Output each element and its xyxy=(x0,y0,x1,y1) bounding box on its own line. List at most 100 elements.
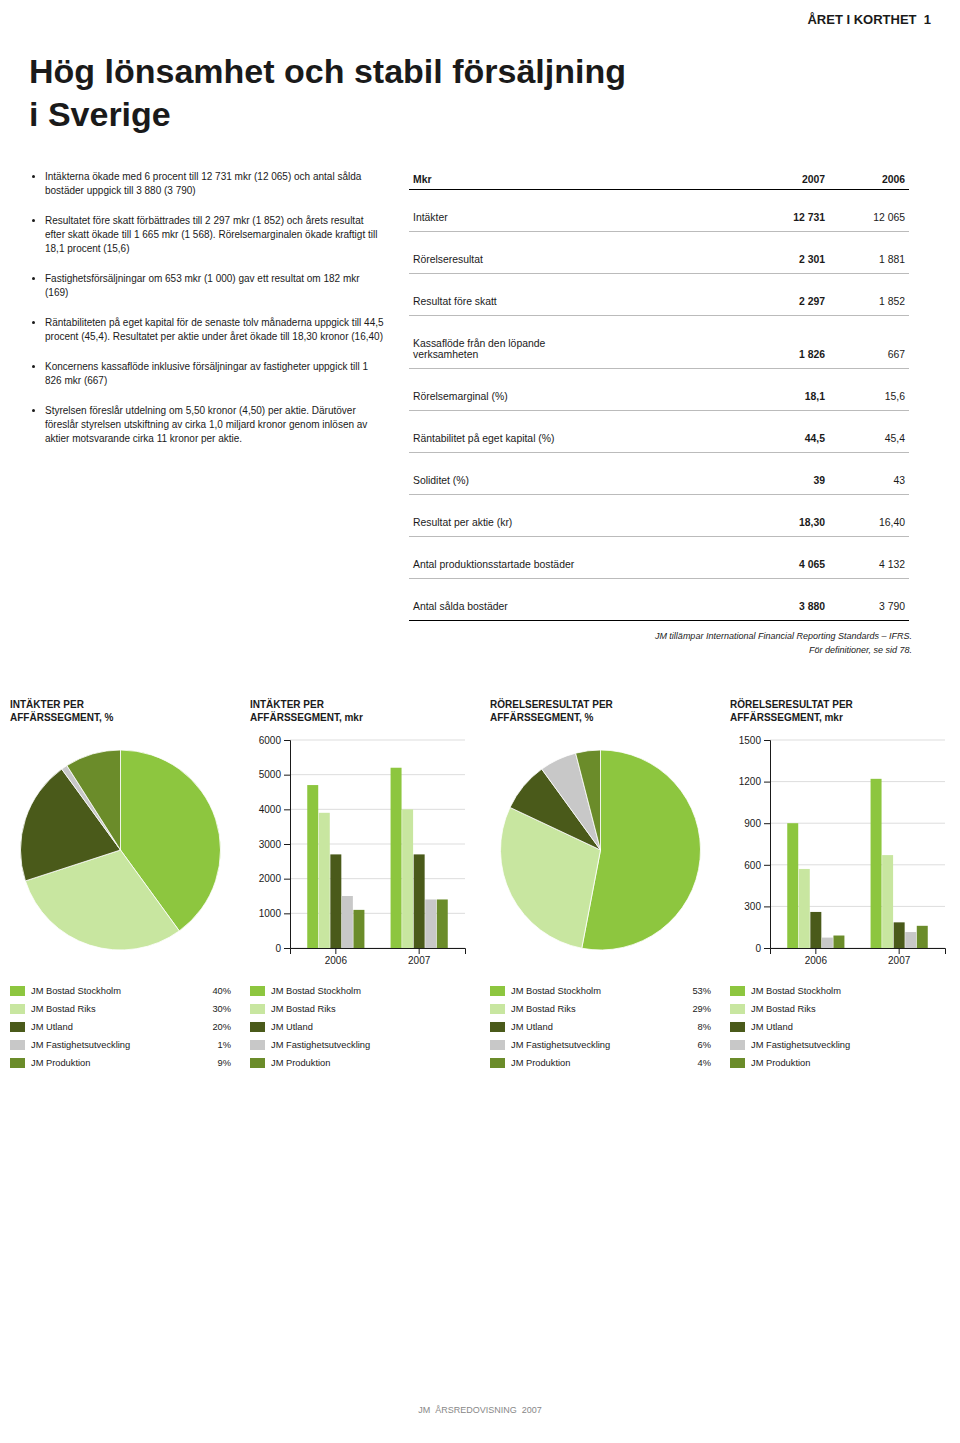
table-cell: 16,40 xyxy=(829,495,909,537)
legend-value: 1% xyxy=(199,1040,231,1050)
table-row: Kassaflöde från den löpande verksamheten… xyxy=(409,316,909,369)
bullet-point: Intäkterna ökade med 6 procent till 12 7… xyxy=(45,170,385,198)
plot-area: 010002000300040005000600020062007 xyxy=(259,734,466,965)
pie-slice xyxy=(576,750,601,850)
bar xyxy=(894,922,905,948)
table-cell: 18,1 xyxy=(749,369,829,411)
legend-item: JM Bostad Stockholm53% xyxy=(490,982,711,1000)
tick-label: 900 xyxy=(744,818,761,829)
y-tick: 4000 xyxy=(259,804,290,815)
table-cell: 12 065 xyxy=(829,190,909,232)
tick-mark xyxy=(419,948,420,954)
legend-value: 8% xyxy=(679,1022,711,1032)
legend-item: JM Fastighetsutveckling xyxy=(250,1036,471,1054)
table-cell: 2 301 xyxy=(749,232,829,274)
note-line: För definitioner, se sid 78. xyxy=(412,643,912,657)
tick-label: 2000 xyxy=(259,873,282,884)
legend-swatch xyxy=(10,1022,25,1032)
bar xyxy=(307,785,318,948)
table-row: Soliditet (%)3943 xyxy=(409,453,909,495)
legend-label: JM Bostad Riks xyxy=(271,1004,471,1014)
table-cell: 44,5 xyxy=(749,411,829,453)
table-cell: Antal sålda bostäder xyxy=(409,579,749,621)
legend-value: 4% xyxy=(679,1058,711,1068)
legend-value: 40% xyxy=(199,986,231,996)
tick-mark xyxy=(764,906,770,907)
x-axis: 20062007 xyxy=(771,948,946,966)
legend-swatch xyxy=(730,1040,745,1050)
tick-mark xyxy=(764,781,770,782)
tick-mark xyxy=(764,823,770,824)
y-tick: 300 xyxy=(744,901,770,912)
legend-item: JM Bostad Riks30% xyxy=(10,1000,231,1018)
legend-value: 9% xyxy=(199,1058,231,1068)
table-row: Rörelseresultat2 3011 881 xyxy=(409,232,909,274)
note-line: JM tillämpar International Financial Rep… xyxy=(412,629,912,643)
legend-label: JM Bostad Stockholm xyxy=(511,986,679,996)
legend-item: JM Utland xyxy=(250,1018,471,1036)
legend-label: JM Utland xyxy=(31,1022,199,1032)
legend-label: JM Fastighetsutveckling xyxy=(751,1040,951,1050)
table-cell: Resultat per aktie (kr) xyxy=(409,495,749,537)
tick-label: 0 xyxy=(755,942,761,953)
x-tick: 2006 xyxy=(805,948,828,966)
pie-chart xyxy=(10,730,231,970)
table-header-cell: Mkr xyxy=(409,170,749,190)
tick-mark xyxy=(335,948,336,954)
grid-line xyxy=(290,774,465,775)
charts-row: INTÄKTER PER AFFÄRSSEGMENT, % JM Bostad S… xyxy=(0,698,960,1072)
table-header-cell: 2007 xyxy=(749,170,829,190)
legend-item: JM Produktion xyxy=(250,1054,471,1072)
x-axis: 2006 2007 xyxy=(291,948,466,966)
legend: JM Bostad Stockholm53%JM Bostad Riks29%J… xyxy=(490,982,711,1072)
plot-area: 03006009001200150020062007 xyxy=(739,734,946,965)
legend-label: JM Produktion xyxy=(31,1058,199,1068)
bar xyxy=(353,910,364,948)
chart-title: RÖRELSERESULTAT PER AFFÄRSSEGMENT, % xyxy=(490,698,711,730)
tick-mark xyxy=(284,948,290,949)
y-tick: 6000 xyxy=(259,734,290,745)
chart-title: INTÄKTER PER AFFÄRSSEGMENT, % xyxy=(10,698,231,730)
bars xyxy=(787,779,928,948)
tick-mark xyxy=(284,740,290,741)
legend-value: 29% xyxy=(679,1004,711,1014)
legend-swatch xyxy=(250,1058,265,1068)
legend-swatch xyxy=(10,1040,25,1050)
table-cell: 18,30 xyxy=(749,495,829,537)
bar xyxy=(799,869,810,948)
tick-mark xyxy=(764,740,770,741)
tick-label: 1200 xyxy=(739,776,762,787)
table-header-cell: 2006 xyxy=(829,170,909,190)
legend-label: JM Fastighetsutveckling xyxy=(511,1040,679,1050)
grid-line xyxy=(770,781,945,782)
axis-domain xyxy=(284,740,291,948)
table-cell: 4 065 xyxy=(749,537,829,579)
tick-label: 2007 xyxy=(408,955,431,966)
table-cell: 1 826 xyxy=(749,316,829,369)
legend-swatch xyxy=(490,1040,505,1050)
pie-slices xyxy=(20,750,220,950)
tick-label: 0 xyxy=(275,942,281,953)
bullet-list: Intäkterna ökade med 6 procent till 12 7… xyxy=(29,170,385,621)
legend-swatch xyxy=(250,1022,265,1032)
legend-label: JM Utland xyxy=(511,1022,679,1032)
y-tick: 1200 xyxy=(739,776,770,787)
legend: JM Bostad Stockholm40%JM Bostad Riks30% J… xyxy=(10,982,231,1072)
bar xyxy=(402,809,413,948)
grid xyxy=(290,740,465,948)
legend-label: JM Bostad Riks xyxy=(751,1004,951,1014)
bullet-point: Räntabiliteten på eget kapital för de se… xyxy=(45,316,385,344)
table-row: Intäkter12 73112 065 xyxy=(409,190,909,232)
legend-value: 6% xyxy=(679,1040,711,1050)
main-title: Hög lönsamhet och stabil försäljning i S… xyxy=(0,40,960,170)
legend-item: JM Bostad Stockholm40% xyxy=(10,982,231,1000)
tick-label: 300 xyxy=(744,901,761,912)
legend-label: JM Fastighetsutveckling xyxy=(31,1040,199,1050)
table-cell: Rörelsemarginal (%) xyxy=(409,369,749,411)
bar xyxy=(810,912,821,948)
table-cell: 667 xyxy=(829,316,909,369)
legend-swatch xyxy=(10,986,25,996)
y-axis: 0100020003000400050006000 xyxy=(259,734,291,953)
tick-label: 2006 xyxy=(805,955,828,966)
x-tick: 2006 xyxy=(325,948,348,966)
